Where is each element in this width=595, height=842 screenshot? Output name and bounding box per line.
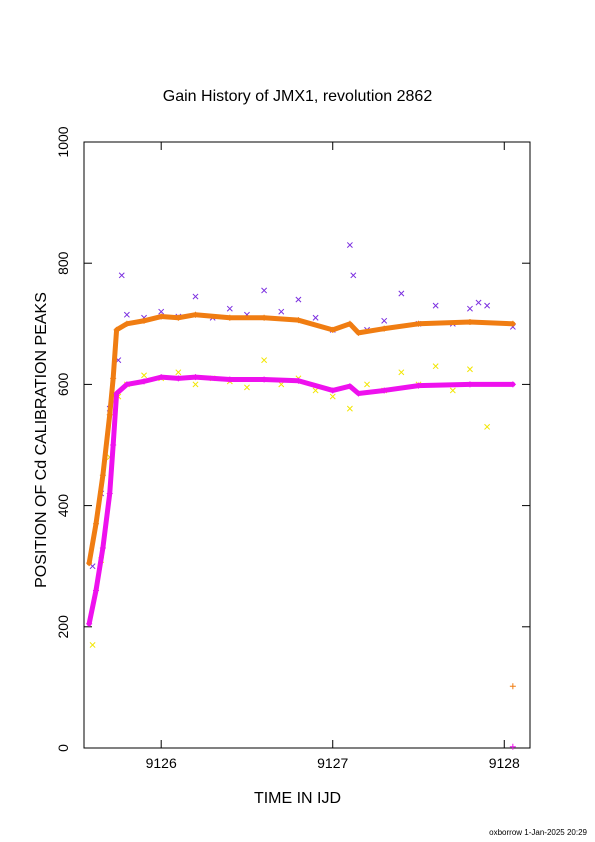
y-tick-label: 200 bbox=[55, 615, 71, 639]
chart-marks bbox=[86, 242, 516, 750]
data-point bbox=[346, 320, 353, 327]
data-point bbox=[192, 374, 199, 381]
data-point bbox=[175, 314, 182, 321]
data-point bbox=[141, 378, 148, 385]
data-point bbox=[110, 375, 117, 382]
data-point bbox=[415, 320, 422, 327]
data-point bbox=[381, 387, 388, 394]
data-point bbox=[381, 325, 388, 332]
x-tick-label: 9128 bbox=[489, 755, 520, 771]
data-point bbox=[432, 302, 439, 309]
data-point bbox=[261, 376, 268, 383]
footer-stamp: oxborrow 1-Jan-2025 20:29 bbox=[489, 828, 587, 837]
data-point bbox=[99, 472, 106, 479]
data-point bbox=[141, 317, 148, 324]
series-line bbox=[86, 312, 516, 566]
data-point bbox=[398, 369, 405, 376]
y-tick-label: 0 bbox=[55, 744, 71, 752]
data-point bbox=[346, 383, 353, 390]
data-point bbox=[192, 381, 199, 388]
data-point bbox=[432, 363, 439, 370]
data-point bbox=[466, 318, 473, 325]
data-point bbox=[261, 314, 268, 321]
data-point bbox=[329, 326, 336, 333]
x-tick-label: 9126 bbox=[146, 755, 177, 771]
data-point bbox=[158, 313, 165, 320]
data-point bbox=[244, 384, 250, 391]
data-point bbox=[350, 272, 357, 279]
x-axis-label: TIME IN IJD bbox=[253, 790, 342, 807]
data-point bbox=[175, 369, 182, 376]
data-point bbox=[415, 382, 422, 389]
data-point bbox=[398, 290, 405, 297]
data-point bbox=[364, 381, 370, 388]
data-point bbox=[467, 366, 473, 373]
data-point bbox=[106, 411, 113, 418]
data-point bbox=[113, 326, 120, 333]
data-point bbox=[226, 376, 233, 383]
data-point bbox=[141, 372, 147, 379]
data-point bbox=[329, 393, 336, 400]
axis-ticks: 0 200 400 600 800 1000 9126 9127 9128 bbox=[55, 126, 530, 771]
data-point bbox=[226, 305, 233, 312]
data-point bbox=[93, 520, 100, 527]
data-point bbox=[192, 311, 199, 318]
data-point bbox=[484, 423, 491, 430]
data-point bbox=[99, 545, 106, 552]
y-tick-label: 800 bbox=[55, 251, 71, 275]
series-line bbox=[86, 374, 516, 627]
data-point bbox=[475, 299, 482, 306]
data-point bbox=[93, 587, 100, 594]
data-point bbox=[295, 377, 302, 384]
y-tick-label: 400 bbox=[55, 494, 71, 518]
data-point bbox=[295, 296, 302, 303]
y-axis-label: POSITION OF Cd CALIBRATION PEAKS bbox=[33, 292, 50, 588]
data-point bbox=[295, 317, 302, 324]
data-point bbox=[106, 490, 113, 497]
chart-title: Gain History of JMX1, revolution 2862 bbox=[162, 88, 433, 105]
y-tick-label: 1000 bbox=[55, 126, 71, 157]
data-point bbox=[110, 442, 117, 448]
data-point bbox=[123, 311, 130, 318]
data-point bbox=[484, 302, 491, 309]
data-point bbox=[355, 329, 362, 336]
data-point bbox=[355, 390, 362, 397]
data-point bbox=[467, 305, 473, 312]
data-point bbox=[312, 314, 319, 321]
outlier-point bbox=[509, 683, 516, 690]
data-point bbox=[86, 620, 93, 627]
data-point bbox=[278, 308, 285, 315]
x-tick-label: 9127 bbox=[317, 755, 348, 771]
data-point bbox=[123, 381, 130, 388]
data-point bbox=[226, 314, 233, 321]
data-point bbox=[89, 642, 96, 648]
data-point bbox=[261, 357, 268, 364]
data-point bbox=[113, 390, 120, 397]
data-point bbox=[158, 374, 165, 381]
data-point bbox=[158, 308, 165, 315]
plot-frame bbox=[83, 141, 531, 749]
data-point bbox=[329, 387, 336, 394]
data-point bbox=[346, 242, 353, 248]
data-point bbox=[346, 405, 353, 412]
data-point bbox=[192, 293, 199, 300]
data-point bbox=[86, 560, 93, 567]
data-point bbox=[118, 272, 125, 279]
outlier-point bbox=[509, 743, 516, 750]
data-point bbox=[509, 320, 516, 327]
data-point bbox=[381, 317, 388, 324]
data-point bbox=[261, 287, 268, 294]
data-point bbox=[312, 387, 319, 394]
y-tick-label: 600 bbox=[55, 373, 71, 397]
data-point bbox=[449, 387, 456, 394]
data-point bbox=[509, 381, 516, 388]
data-point bbox=[123, 320, 130, 327]
data-point bbox=[466, 381, 473, 388]
data-point bbox=[175, 375, 182, 382]
